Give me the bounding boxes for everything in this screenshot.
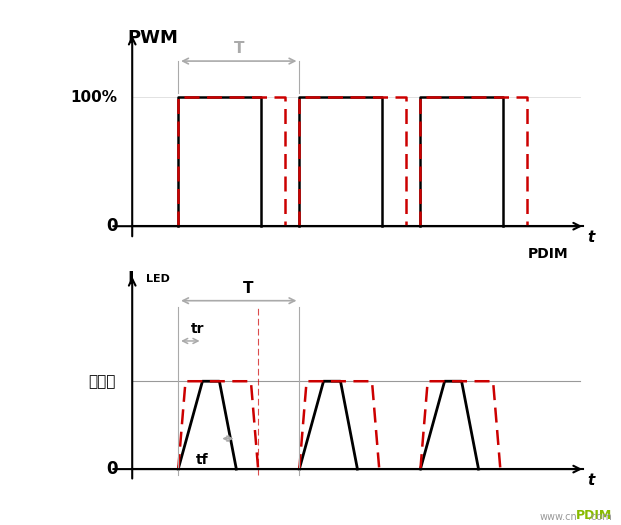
Text: PDIM: PDIM <box>576 509 612 522</box>
Text: I: I <box>127 270 134 288</box>
Text: PDIM: PDIM <box>527 247 568 261</box>
Text: t: t <box>587 230 595 245</box>
Text: 0: 0 <box>106 217 118 235</box>
Text: 100%: 100% <box>71 90 118 104</box>
Text: LED: LED <box>146 274 170 284</box>
Text: 0: 0 <box>106 460 118 478</box>
Text: www.cn: www.cn <box>540 512 578 522</box>
Text: t: t <box>587 472 595 488</box>
Text: 満量程: 満量程 <box>88 374 116 388</box>
Text: PWM: PWM <box>127 29 178 47</box>
Text: tf: tf <box>196 453 209 467</box>
Text: T: T <box>243 281 254 296</box>
Text: T: T <box>233 41 244 56</box>
Text: .com: .com <box>588 512 612 522</box>
Text: tr: tr <box>191 322 204 336</box>
